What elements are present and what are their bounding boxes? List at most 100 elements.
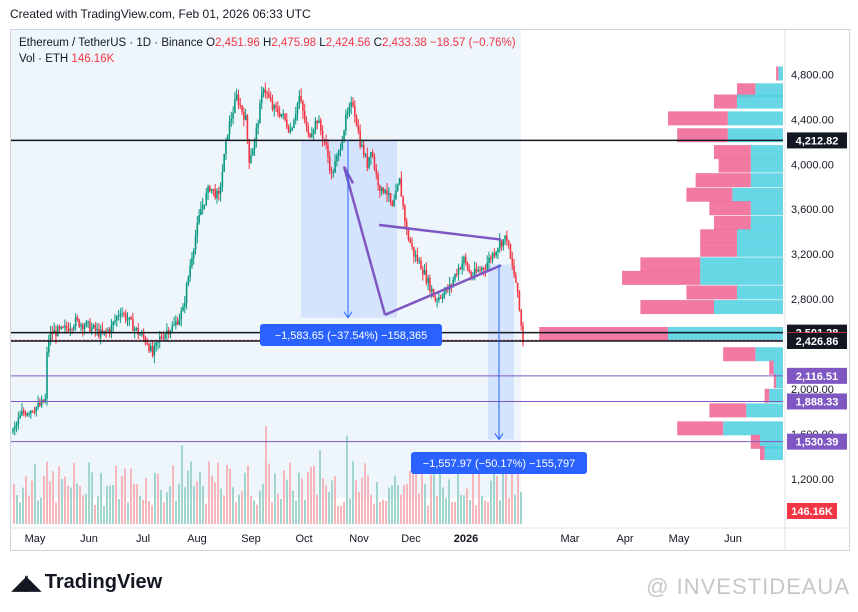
volume-bar (367, 475, 369, 524)
candle-body (285, 119, 288, 128)
volume-value: 146.16K (71, 53, 115, 65)
volume-bar (193, 486, 195, 524)
candle-body (350, 102, 353, 107)
candle-body (205, 193, 208, 205)
volume-bar (331, 480, 333, 524)
measure-label-1-bg[interactable] (260, 324, 442, 346)
volume-bar (151, 505, 153, 524)
candle-body (228, 121, 231, 135)
measure-arrow-1-head (343, 311, 353, 319)
candle-body (73, 326, 75, 330)
candle-body (71, 329, 73, 331)
price-axis[interactable] (785, 30, 850, 551)
profile-bar-down (776, 66, 779, 81)
volume-bar (31, 480, 33, 524)
volume-bar (286, 479, 288, 524)
low-value: 2,424.56 (325, 37, 371, 49)
candle-body (278, 112, 281, 117)
chart-panel[interactable]: −1,583.65 (−37.54%) −158,365 −1,557.97 (−… (10, 29, 850, 551)
candle-body (396, 184, 399, 191)
candle-body (470, 272, 472, 278)
candle-body (439, 297, 442, 299)
level-tag: 4,212.82 (796, 135, 839, 147)
measure-box-1[interactable] (301, 139, 397, 318)
candle-body (373, 156, 376, 169)
candle-body (293, 120, 295, 128)
y-tick-label: 3,600.00 (791, 204, 834, 216)
candle-body (76, 317, 79, 320)
candle-body (468, 269, 471, 273)
volume-bars (13, 426, 522, 524)
volume-bar (385, 500, 387, 524)
candle-body (332, 172, 335, 174)
volume-bar (148, 501, 150, 524)
candle-body (475, 268, 478, 272)
volume-bar (472, 466, 474, 524)
author-watermark: @ INVESTIDEAUA (646, 574, 850, 599)
price-chart[interactable]: −1,583.65 (−37.54%) −158,365 −1,557.97 (−… (11, 30, 850, 551)
volume-bar (214, 482, 216, 524)
volume-bar (46, 461, 48, 524)
candle-body (19, 415, 21, 419)
candle-body (67, 328, 70, 331)
volume-bar (475, 505, 477, 524)
close-value: 2,433.38 (381, 37, 427, 49)
candle-body (482, 267, 485, 269)
x-tick-label: Jul (136, 533, 150, 545)
measure-box-2[interactable] (488, 264, 514, 440)
tradingview-logo[interactable]: ◢◣ TradingView (12, 570, 162, 595)
trendline[interactable] (384, 264, 502, 316)
candle-body (464, 256, 467, 263)
volume-bar (442, 487, 444, 524)
trendline[interactable] (342, 166, 387, 316)
candle-body (35, 407, 38, 412)
volume-bar (37, 500, 39, 524)
volume-bar (205, 503, 207, 524)
candle-body (142, 333, 145, 338)
high-label: H (263, 37, 272, 49)
chart-legend: Ethereum / TetherUS · 1D · Binance O2,45… (19, 35, 516, 67)
candle-body (391, 201, 394, 207)
candle-body (114, 320, 116, 322)
candle-body (21, 410, 23, 416)
profile-bar-up (750, 145, 783, 160)
volume-bar (82, 495, 84, 524)
candle-body (420, 260, 422, 270)
volume-bar (43, 475, 45, 524)
volume-bar (370, 494, 372, 524)
candle-body (246, 115, 249, 140)
candle-body (463, 256, 465, 264)
candle-body (328, 157, 331, 172)
profile-bar-down (640, 300, 714, 315)
profile-bar-down (686, 187, 733, 202)
volume-bar (160, 489, 162, 524)
volume-bar (181, 445, 183, 524)
volume-bar (463, 495, 465, 524)
measure-label-2: −1,557.97 (−50.17%) −155,797 (423, 458, 576, 470)
volume-bar (103, 505, 105, 524)
open-label: O (206, 37, 216, 49)
trendline[interactable] (378, 223, 502, 241)
volume-bar (199, 472, 201, 524)
candle-body (60, 326, 63, 329)
candle-body (210, 188, 213, 192)
candle-body (275, 105, 277, 108)
profile-bar-down (723, 347, 756, 362)
candle-body (441, 297, 444, 299)
volume-bar (91, 472, 93, 524)
volume-bar (202, 486, 204, 524)
volume-bar (238, 494, 240, 524)
candle-body (173, 324, 175, 326)
candle-body (64, 325, 66, 328)
symbol-title[interactable]: Ethereum / TetherUS · 1D · Binance (19, 37, 203, 49)
volume-bar (88, 462, 90, 524)
candle-body (289, 130, 292, 133)
measure-label-2-bg[interactable] (411, 452, 587, 474)
tradingview-logo-icon: ◢◣ (12, 572, 41, 594)
volume-bar (274, 473, 276, 524)
volume-bar (115, 465, 117, 524)
volume-bar (325, 485, 327, 524)
candle-body (203, 204, 206, 206)
candle-body (298, 96, 301, 104)
candle-body (479, 270, 481, 272)
